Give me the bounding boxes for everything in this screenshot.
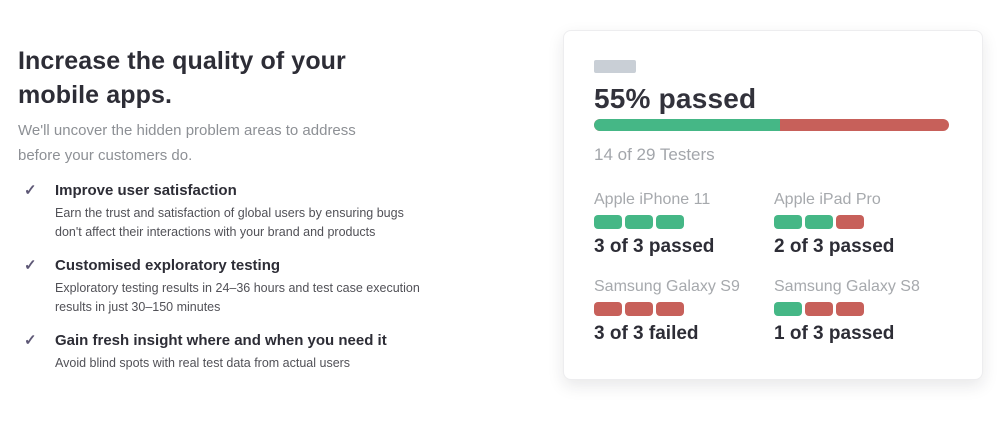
test-segment-pass: [774, 215, 802, 229]
page-subtitle-line: before your customers do.: [18, 147, 193, 164]
check-icon: ✓: [24, 257, 37, 274]
device-results-grid: Apple iPhone 11 3 of 3 passed Apple iPad P…: [594, 190, 950, 346]
feature-list: ✓ Improve user satisfaction Earn the trust…: [18, 181, 488, 373]
test-segment-pass: [805, 215, 833, 229]
feature-body: Customised exploratory testing Explorator…: [55, 256, 488, 317]
device-result-cell: Samsung Galaxy S8 1 of 3 passed: [774, 277, 950, 346]
test-segments: [594, 302, 774, 316]
feature-item: ✓ Improve user satisfaction Earn the trust…: [18, 181, 488, 242]
check-icon: ✓: [24, 182, 37, 199]
device-result-label: 3 of 3 passed: [594, 236, 715, 257]
test-segment-pass: [774, 302, 802, 316]
placeholder-badge: [594, 60, 636, 73]
test-segment-fail: [594, 302, 622, 316]
device-result-label: 2 of 3 passed: [774, 236, 895, 257]
test-segment-fail: [625, 302, 653, 316]
feature-description-line: don't affect their interactions with you…: [55, 225, 376, 239]
device-name: Samsung Galaxy S8: [774, 278, 920, 295]
testers-count: 14 of 29 Testers: [594, 145, 715, 164]
device-name: Apple iPad Pro: [774, 191, 881, 208]
test-segments: [594, 215, 774, 229]
feature-title: Gain fresh insight where and when you ne…: [55, 332, 387, 349]
device-result-label: 3 of 3 failed: [594, 323, 699, 344]
test-segment-pass: [625, 215, 653, 229]
feature-title: Improve user satisfaction: [55, 182, 237, 199]
feature-body: Gain fresh insight where and when you ne…: [55, 331, 488, 373]
device-name: Samsung Galaxy S9: [594, 278, 740, 295]
test-segment-fail: [836, 215, 864, 229]
check-icon: ✓: [24, 332, 37, 349]
feature-item: ✓ Gain fresh insight where and when you n…: [18, 331, 488, 373]
device-result-label: 1 of 3 passed: [774, 323, 895, 344]
page-title-line: Increase the quality of your: [18, 47, 346, 75]
test-results-card: 55% passed 14 of 29 Testers Apple iPhone…: [563, 30, 983, 380]
summary-title: 55% passed: [594, 83, 757, 114]
device-result-cell: Apple iPhone 11 3 of 3 passed: [594, 190, 774, 259]
test-segment-pass: [594, 215, 622, 229]
feature-title: Customised exploratory testing: [55, 257, 281, 274]
page-title: Increase the quality of your mobile apps…: [18, 44, 488, 112]
device-name: Apple iPhone 11: [594, 191, 711, 208]
feature-description-line: results in just 30–150 minutes: [55, 300, 221, 314]
progress-fill: [594, 119, 781, 131]
page-title-line: mobile apps.: [18, 81, 173, 109]
overall-progress-bar: [594, 119, 949, 131]
test-segments: [774, 302, 950, 316]
test-segment-pass: [656, 215, 684, 229]
test-segment-fail: [805, 302, 833, 316]
feature-body: Improve user satisfaction Earn the trust …: [55, 181, 488, 242]
intro-section: Increase the quality of your mobile apps…: [18, 44, 488, 373]
test-segment-fail: [836, 302, 864, 316]
test-segments: [774, 215, 950, 229]
feature-description-line: Earn the trust and satisfaction of globa…: [55, 206, 404, 220]
feature-description-line: Exploratory testing results in 24–36 hou…: [55, 281, 420, 295]
device-result-cell: Samsung Galaxy S9 3 of 3 failed: [594, 277, 774, 346]
feature-item: ✓ Customised exploratory testing Explorato…: [18, 256, 488, 317]
page-subtitle-line: We'll uncover the hidden problem areas t…: [18, 122, 356, 139]
page-subtitle: We'll uncover the hidden problem areas t…: [18, 118, 488, 168]
device-result-cell: Apple iPad Pro 2 of 3 passed: [774, 190, 950, 259]
test-segment-fail: [656, 302, 684, 316]
feature-description-line: Avoid blind spots with real test data fr…: [55, 356, 351, 370]
